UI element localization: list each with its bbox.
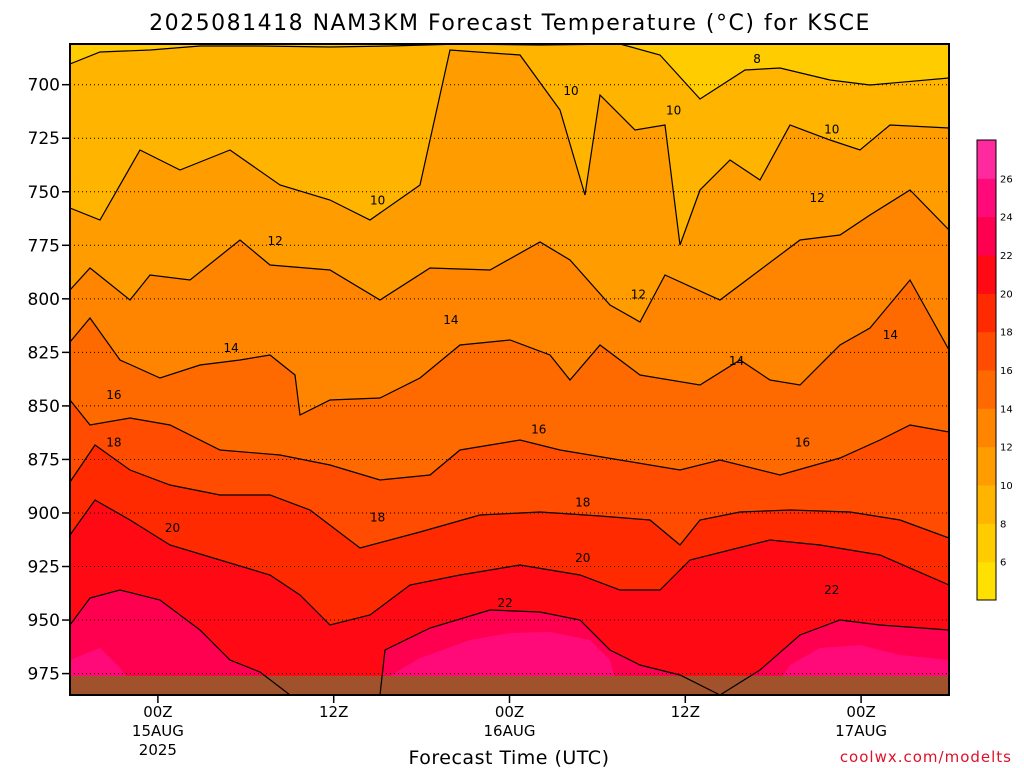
x-tick-year-0: 2025 [139,741,177,759]
y-axis: 700 725 750 775 800 825 850 875 900 925 950 975 [28,76,70,685]
y-tick-label-750: 750 [28,183,60,203]
colorbar: 6 8 10 12 14 16 18 20 22 24 26 [976,139,1013,601]
contour-label-17: 18 [370,510,385,524]
x-tick-date-4: 17AUG [835,722,887,740]
colorbar-swatch-6 [977,331,996,371]
colorbar-label-18: 18 [1000,328,1013,339]
colorbar-label-24: 24 [1000,213,1013,224]
colorbar-swatch-7 [977,293,996,333]
y-tick-label-950: 950 [28,611,60,631]
contour-label-0: 8 [753,52,761,66]
colorbar-swatch-10 [977,178,996,218]
colorbar-swatch-8 [977,255,996,294]
contour-label-11: 14 [883,328,898,342]
contour-label-9: 14 [224,341,239,355]
contour-line-18 [70,444,949,549]
chart-title: 2025081418 NAM3KM Forecast Temperature (… [149,11,871,36]
colorbar-label-16: 16 [1000,366,1013,377]
y-tick-label-925: 925 [28,558,60,578]
contour-label-10: 14 [729,354,744,368]
x-tick-label-1: 12Z [319,703,348,721]
terrain-ground [70,676,949,695]
contour-label-19: 20 [575,551,590,565]
colorbar-label-8: 8 [1000,519,1006,530]
y-tick-label-800: 800 [28,290,60,310]
contour-label-21: 22 [824,583,839,597]
x-tick-label-3: 12Z [671,703,700,721]
temperature-bands [70,44,949,695]
colorbar-label-22: 22 [1000,251,1013,262]
x-tick-label-0: 00Z [143,703,172,721]
y-tick-label-775: 775 [28,236,60,256]
y-tick-label-700: 700 [28,76,60,96]
colorbar-swatch-3 [977,446,996,486]
colorbar-swatch-9 [977,216,996,256]
contour-line-20 [70,499,949,626]
contour-label-14: 16 [795,435,810,449]
colorbar-label-26: 26 [1000,174,1013,185]
band-fill-24 [70,632,949,695]
contour-label-7: 12 [631,288,646,302]
band-fill-20 [70,500,949,695]
colorbar-label-10: 10 [1000,481,1013,492]
contour-line-22 [70,589,949,695]
contour-label-2: 10 [666,103,681,117]
y-tick-label-900: 900 [28,504,60,524]
colorbar-label-20: 20 [1000,289,1013,300]
contour-line-16 [70,399,949,481]
contour-label-12: 16 [106,388,121,402]
y-tick-label-825: 825 [28,343,60,363]
contour-label-8: 14 [443,313,458,327]
colorbar-swatch-4 [977,408,996,448]
colorbar-swatch-5 [977,370,996,409]
colorbar-swatch-2 [977,485,996,524]
y-tick-label-850: 850 [28,397,60,417]
x-tick-label-2: 00Z [495,703,524,721]
contour-line-10 [70,49,949,246]
contour-line-12 [70,189,949,323]
contour-label-15: 18 [106,435,121,449]
colorbar-label-6: 6 [1000,558,1006,569]
plot-area: 8 10 10 10 10 12 12 12 14 14 14 14 16 16 16 18 18 18 20 20 2… [70,44,949,695]
y-tick-label-975: 975 [28,665,60,685]
colorbar-swatch-1 [977,523,996,563]
x-tick-label-4: 00Z [846,703,875,721]
colorbar-swatch-11 [977,140,996,179]
contour-label-6: 12 [810,191,825,205]
contour-label-1: 10 [563,84,578,98]
pressure-gridlines [70,84,949,675]
x-axis-label: Forecast Time (UTC) [409,747,610,768]
y-tick-label-875: 875 [28,450,60,470]
contour-label-4: 10 [370,193,385,207]
x-tick-date-2: 16AUG [484,722,536,740]
x-tick-date-0: 15AUG [132,722,184,740]
contour-lines [70,44,949,695]
contour-labels: 8 10 10 10 10 12 12 12 14 14 14 14 16 16 16 18 18 18 20 20 2… [106,52,898,610]
colorbar-label-14: 14 [1000,404,1013,415]
contour-line-14 [70,278,949,416]
y-tick-label-725: 725 [28,129,60,149]
contour-label-20: 22 [497,596,512,610]
credit-text: coolwx.com/modelts [840,748,1012,766]
contour-label-16: 18 [575,495,590,509]
contour-label-5: 12 [267,234,282,248]
contour-label-3: 10 [824,123,839,137]
colorbar-label-12: 12 [1000,443,1013,454]
contour-label-18: 20 [165,521,180,535]
colorbar-swatch-0 [977,561,996,601]
contour-label-13: 16 [531,422,546,436]
colorbar-frame [976,139,997,601]
